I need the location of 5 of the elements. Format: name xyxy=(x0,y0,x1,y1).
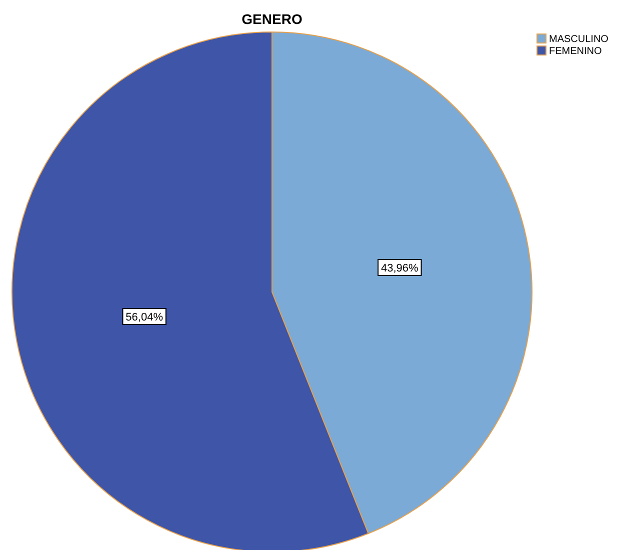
data-label: 56,04% xyxy=(126,312,164,324)
chart-title: GENERO xyxy=(242,11,302,27)
data-label: 43,96% xyxy=(381,262,419,274)
legend-label: MASCULINO xyxy=(549,34,609,45)
legend-label: FEMENINO xyxy=(549,46,602,57)
